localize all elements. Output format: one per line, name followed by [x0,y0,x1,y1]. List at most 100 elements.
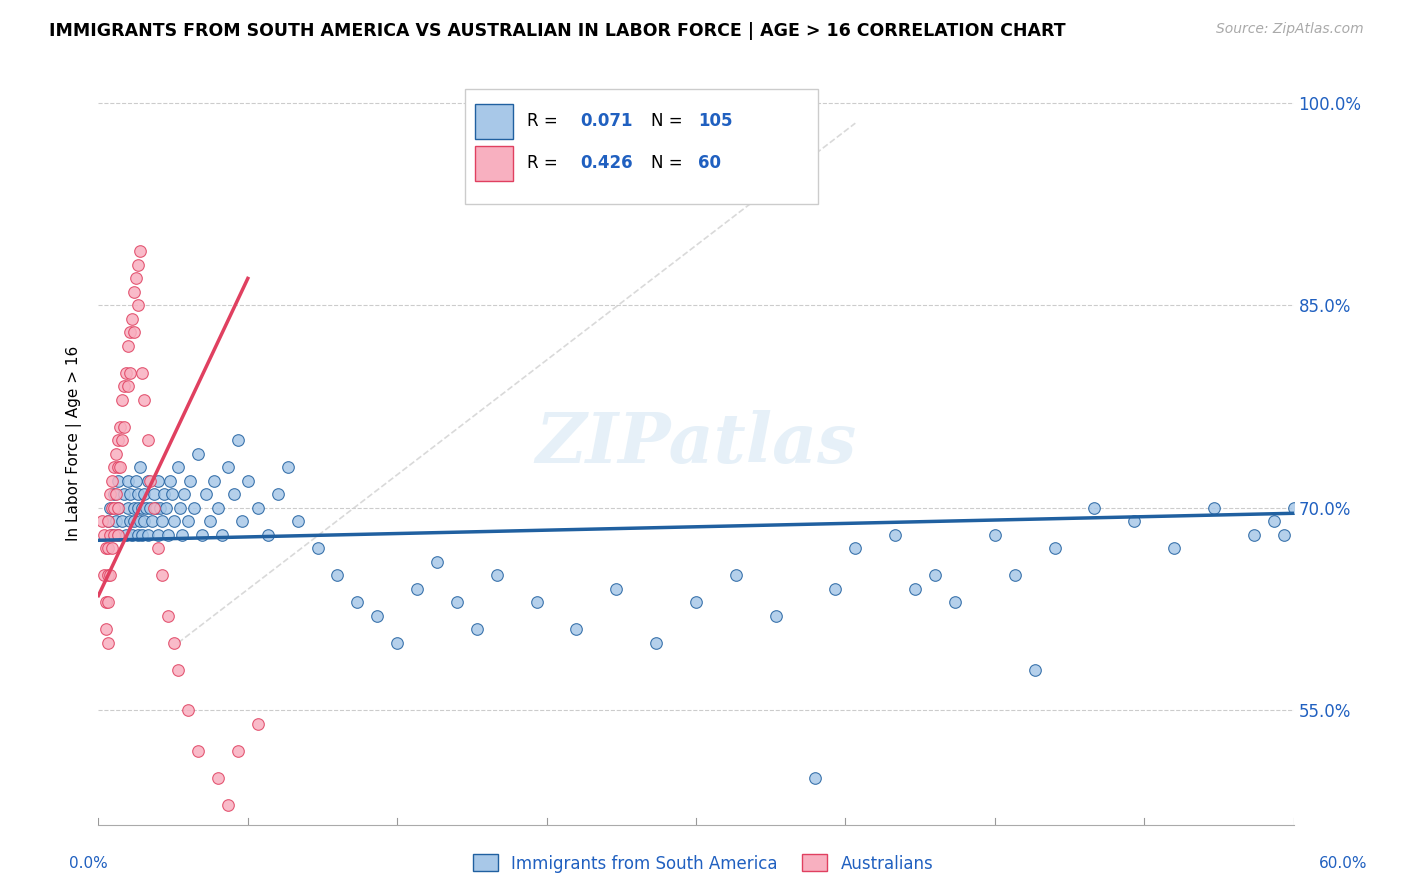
Point [246,717,269,731]
Point [157,528,180,542]
Point [160,487,183,501]
Point [105,515,128,529]
Point [117,339,139,353]
Point [101,474,124,488]
Point [1083,500,1105,515]
Point [131,500,153,515]
Point [96,541,118,556]
Point [112,379,135,393]
Point [526,595,548,609]
FancyBboxPatch shape [475,146,513,181]
Point [605,582,627,596]
Point [406,582,429,596]
Point [1243,528,1265,542]
Point [202,474,225,488]
Point [117,474,139,488]
Point [904,582,927,596]
Point [159,474,181,488]
Point [117,500,139,515]
Point [326,568,349,582]
Point [111,515,134,529]
Point [179,474,201,488]
Point [131,366,153,380]
Point [97,595,120,609]
Text: 60: 60 [699,154,721,172]
Point [844,541,866,556]
Point [222,487,245,501]
Point [110,460,132,475]
Point [231,515,253,529]
Point [143,500,166,515]
Text: N =: N = [651,112,688,130]
Point [157,608,180,623]
Point [107,528,129,542]
Point [465,623,488,637]
Text: R =: R = [527,154,564,172]
FancyBboxPatch shape [465,89,818,203]
Point [143,487,166,501]
Point [105,447,128,461]
Point [134,487,156,501]
Point [177,515,200,529]
Text: 0.0%: 0.0% [69,856,108,871]
Point [96,623,118,637]
Point [97,568,120,582]
Point [1024,663,1046,677]
Point [366,608,388,623]
Y-axis label: In Labor Force | Age > 16: In Labor Force | Age > 16 [66,346,83,541]
Point [1043,541,1066,556]
Point [153,487,176,501]
Point [207,500,229,515]
Point [103,528,125,542]
Point [195,487,218,501]
Text: R =: R = [527,112,564,130]
Point [139,500,162,515]
Point [246,500,269,515]
Point [173,487,195,501]
Point [267,487,290,501]
Point [129,460,152,475]
Point [155,500,177,515]
Point [135,500,157,515]
Point [1123,515,1146,529]
Point [96,595,118,609]
Point [121,312,143,326]
Point [346,595,368,609]
Point [307,541,329,556]
Point [120,515,142,529]
Point [127,487,149,501]
Point [121,528,143,542]
Point [211,528,233,542]
Point [124,285,146,299]
Point [198,515,221,529]
Point [163,636,186,650]
Point [169,500,191,515]
Point [127,528,149,542]
Point [1202,500,1225,515]
Point [117,379,139,393]
Point [1163,541,1185,556]
Point [565,623,588,637]
Point [107,474,129,488]
Point [93,568,115,582]
Point [924,568,946,582]
Point [115,366,138,380]
Point [172,528,194,542]
Point [111,434,134,448]
Text: N =: N = [651,154,688,172]
Point [141,515,163,529]
Point [136,434,159,448]
Point [177,703,200,717]
Point [163,515,186,529]
Point [207,771,229,785]
Point [485,568,508,582]
Point [98,568,122,582]
Point [103,500,125,515]
Point [107,528,129,542]
Point [217,797,239,812]
Point [110,420,132,434]
Point [97,541,120,556]
Point [1282,500,1305,515]
Point [98,487,122,501]
Point [685,595,707,609]
